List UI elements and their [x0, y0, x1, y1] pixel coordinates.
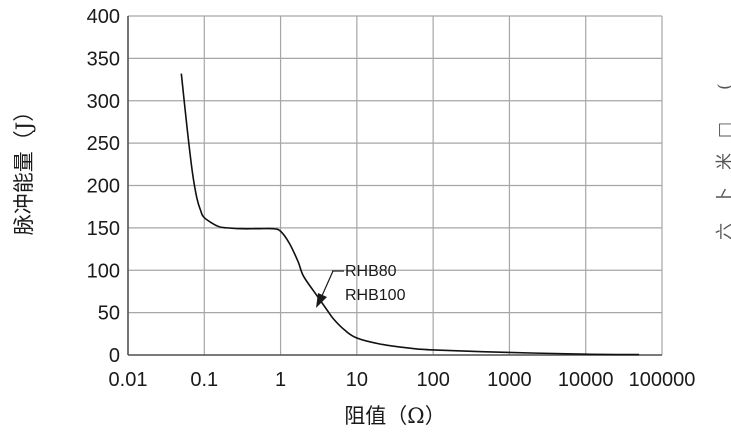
edge-glyph: □ — [715, 122, 731, 138]
x-tick-label: 100000 — [629, 369, 696, 391]
y-tick-label: 150 — [87, 218, 120, 240]
annotation-arrow-shaft — [320, 270, 334, 299]
x-tick-label: 100 — [416, 369, 449, 391]
y-tick-label: 50 — [98, 303, 120, 325]
annotation-label-rhb100: RHB100 — [345, 287, 406, 304]
y-tick-label: 100 — [87, 260, 120, 282]
y-tick-label: 0 — [109, 345, 120, 367]
series-layer — [180, 73, 640, 356]
x-tick-label: 0.01 — [109, 369, 148, 391]
series-annotation: RHB80 RHB100 — [316, 263, 406, 308]
y-tick-label: 400 — [87, 6, 120, 28]
y-tick-labels: 0 50 100 150 200 250 300 350 400 — [87, 6, 120, 367]
plot-frame — [127, 16, 662, 356]
edge-glyph: 六 — [715, 223, 731, 240]
y-tick-label: 200 — [87, 176, 120, 198]
cropped-edge-text: ( □ 米卜六 — [715, 83, 731, 240]
series-line — [180, 73, 640, 356]
x-tick-labels: 0.01 0.1 1 10 100 1000 10000 100000 — [109, 369, 696, 391]
x-tick-label: 10000 — [558, 369, 614, 391]
annotation-label-rhb80: RHB80 — [345, 263, 397, 280]
annotation-arrowhead — [316, 293, 327, 308]
y-tick-label: 300 — [87, 91, 120, 113]
edge-glyph: 米 — [715, 153, 731, 170]
edge-glyph: ( — [715, 83, 731, 90]
edge-glyph: 卜 — [715, 187, 731, 204]
y-tick-label: 350 — [87, 48, 120, 70]
x-tick-label: 10 — [346, 369, 368, 391]
y-tick-label: 250 — [87, 133, 120, 155]
x-tick-label: 1000 — [487, 369, 532, 391]
x-tick-label: 0.1 — [190, 369, 218, 391]
x-axis-label: 阻值（Ω） — [344, 404, 445, 428]
x-tick-label: 1 — [275, 369, 286, 391]
grid — [127, 15, 663, 356]
y-axis-label: 脉冲能量（J） — [12, 101, 36, 235]
